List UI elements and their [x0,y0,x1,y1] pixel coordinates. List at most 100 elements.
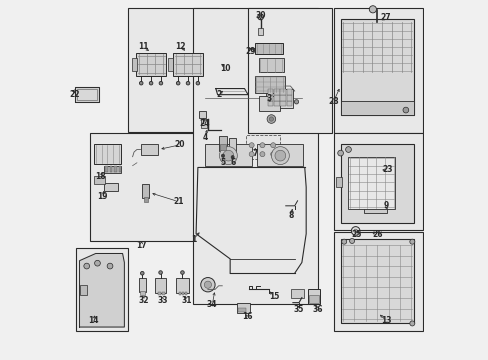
Bar [144,197,148,202]
Circle shape [139,81,142,85]
Bar [139,278,145,292]
Bar [182,292,183,296]
Bar [267,89,273,95]
Bar [128,8,219,132]
Bar [280,89,285,95]
Circle shape [368,6,376,13]
Circle shape [204,281,211,288]
Bar [286,95,292,100]
Circle shape [269,117,273,121]
Bar [168,58,173,71]
Circle shape [159,271,162,274]
Bar [290,289,303,298]
Bar [258,96,280,111]
Bar [247,8,332,134]
Bar [333,232,422,330]
Text: 25: 25 [350,230,361,239]
Text: 13: 13 [380,316,390,325]
Bar [178,292,180,296]
Bar [80,285,86,296]
Bar [246,135,280,159]
Text: 15: 15 [268,292,279,301]
Bar [201,119,207,128]
Text: 20: 20 [174,140,185,149]
Text: 2: 2 [216,90,222,99]
Bar [335,177,341,187]
Circle shape [260,143,264,148]
Circle shape [94,260,100,266]
Bar [280,95,285,100]
Bar [348,157,394,209]
Circle shape [349,238,354,243]
Bar [333,134,422,230]
Bar [175,278,189,293]
Circle shape [270,152,275,157]
Circle shape [341,239,346,244]
Bar [237,303,249,314]
Bar [114,166,116,172]
Circle shape [196,81,199,85]
Bar [309,296,318,303]
Bar [105,166,107,172]
Bar [308,289,319,304]
Circle shape [180,271,184,274]
Bar [274,89,279,95]
Bar [229,138,235,152]
Circle shape [345,147,351,152]
Bar [142,184,149,198]
Bar [162,292,164,296]
Bar [254,76,285,93]
Bar [140,291,144,296]
Bar [340,19,413,116]
Circle shape [159,81,163,85]
Text: 31: 31 [181,296,191,305]
Text: 8: 8 [288,211,293,220]
Circle shape [353,229,357,233]
Text: 7: 7 [252,149,257,158]
Bar [258,28,263,35]
Text: 18: 18 [95,172,105,181]
Circle shape [337,150,343,156]
Text: 27: 27 [380,13,391,22]
Circle shape [249,143,254,148]
Text: 22: 22 [69,90,79,99]
Bar [333,8,422,134]
Bar [267,95,273,100]
Bar [89,134,194,241]
Text: 26: 26 [371,230,382,239]
Text: 6: 6 [230,158,235,167]
Circle shape [270,143,275,148]
Bar [172,53,203,76]
Circle shape [409,239,414,244]
Text: 32: 32 [138,296,148,305]
Bar [340,101,413,116]
Circle shape [402,107,408,113]
Bar [286,89,292,95]
Bar [220,144,225,150]
Polygon shape [80,253,124,327]
Circle shape [176,81,180,85]
Bar [267,102,273,107]
Text: 24: 24 [200,119,210,128]
Text: 35: 35 [293,305,304,314]
Bar [104,166,121,173]
Bar [238,308,246,312]
Bar [76,248,128,330]
Text: 14: 14 [88,316,98,325]
Circle shape [294,100,298,104]
Text: 9: 9 [383,201,388,210]
Bar [104,183,118,191]
Text: 5: 5 [220,158,225,167]
Circle shape [351,226,359,235]
Circle shape [149,81,153,85]
Text: 36: 36 [312,305,323,314]
Circle shape [271,147,289,165]
Circle shape [260,152,264,157]
Circle shape [409,321,414,326]
Bar [94,176,104,184]
Circle shape [83,263,89,269]
Bar [131,58,136,71]
Text: 12: 12 [175,42,185,51]
Bar [158,292,160,296]
Bar [119,166,121,172]
